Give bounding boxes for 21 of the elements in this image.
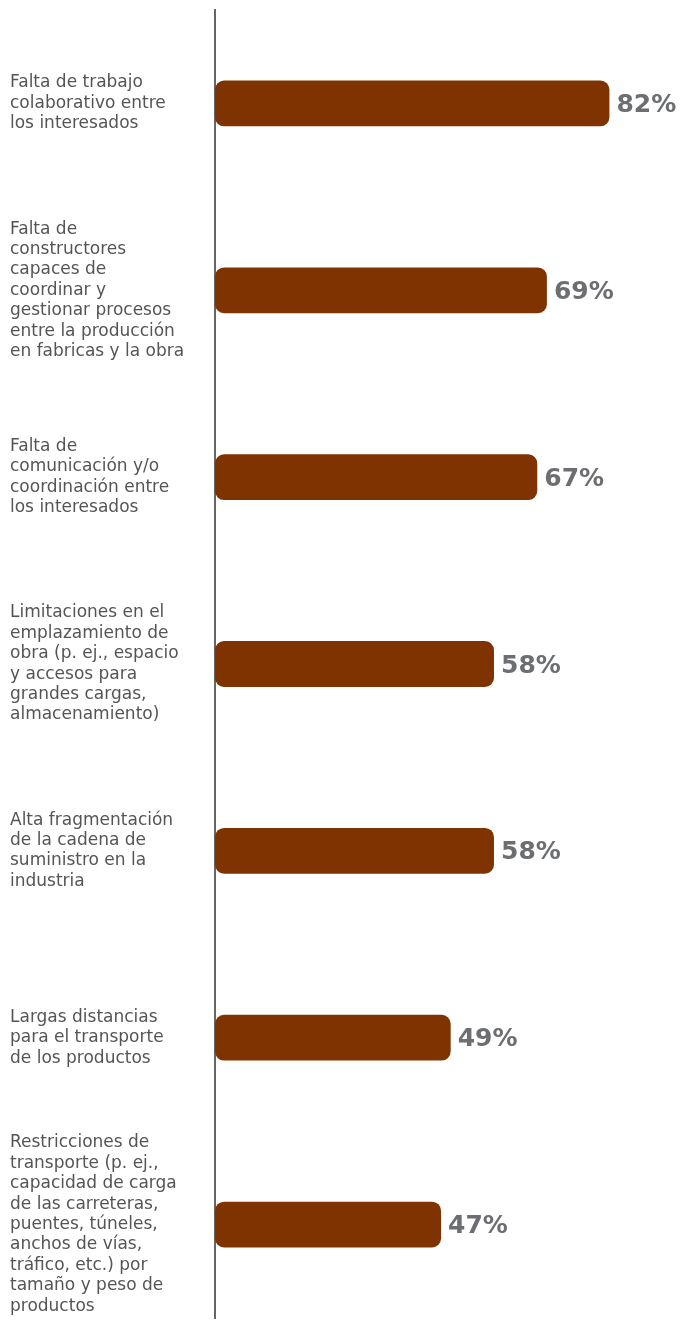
bar — [215, 641, 494, 687]
data-label: 49% — [457, 1023, 518, 1053]
bar — [215, 1201, 442, 1248]
bar — [215, 80, 610, 127]
y-tick-label: Largas distancias para el transporte de los productos — [10, 1005, 164, 1067]
category-label: Restricciones de transporte (p. ej., capacidad de carga de las carreteras, puentes, túneles, anchos de vías, tráfico, etc.) por tamaño y peso de productos — [10, 1131, 177, 1315]
bar — [215, 827, 494, 874]
y-tick-label: Alta fragmentación de la cadena de suministro en la industria — [10, 808, 174, 890]
data-label: 82% — [616, 88, 677, 118]
y-tick-label: Falta de trabajo colaborativo entre los interesados — [10, 71, 166, 133]
y-tick-label: Falta de comunicación y/o coordinación entre los interesados — [10, 434, 170, 517]
data-label: 67% — [544, 462, 605, 492]
bar — [215, 267, 547, 314]
y-tick-label: Falta de constructores capaces de coordinar y gestionar procesos entre la producción en fabricas y la obra — [10, 217, 185, 360]
bar — [215, 1014, 451, 1061]
data-label: 58% — [500, 649, 561, 679]
data-label: 69% — [553, 275, 614, 305]
bar — [215, 454, 538, 501]
data-label: 58% — [500, 836, 561, 866]
y-tick-label: Limitaciones en el emplazamiento de obra (p. ej., espacio y accesos para grandes cargas, almacenamiento) — [10, 601, 179, 724]
data-label: 47% — [448, 1210, 508, 1240]
